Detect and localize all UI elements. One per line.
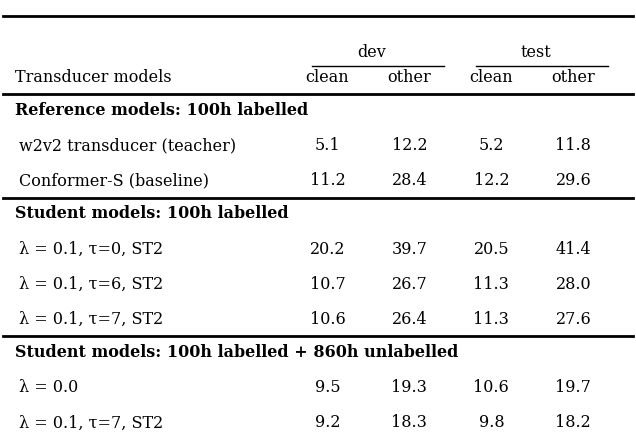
Text: 18.2: 18.2: [555, 414, 591, 431]
Text: 26.4: 26.4: [392, 311, 427, 328]
Text: test: test: [520, 43, 551, 60]
Text: w2v2 transducer (teacher): w2v2 transducer (teacher): [18, 137, 236, 154]
Text: 20.5: 20.5: [474, 240, 509, 258]
Text: 28.0: 28.0: [555, 276, 591, 293]
Text: 9.5: 9.5: [315, 379, 340, 396]
Text: dev: dev: [357, 43, 386, 60]
Text: 10.6: 10.6: [473, 379, 509, 396]
Text: 41.4: 41.4: [555, 240, 591, 258]
Text: λ = 0.1, τ=7, ST2: λ = 0.1, τ=7, ST2: [18, 414, 163, 431]
Text: 11.3: 11.3: [473, 311, 509, 328]
Text: clean: clean: [469, 69, 513, 86]
Text: 9.8: 9.8: [478, 414, 504, 431]
Text: 28.4: 28.4: [392, 173, 427, 189]
Text: clean: clean: [306, 69, 349, 86]
Text: 5.2: 5.2: [479, 137, 504, 154]
Text: 10.7: 10.7: [310, 276, 345, 293]
Text: 12.2: 12.2: [474, 173, 509, 189]
Text: λ = 0.0: λ = 0.0: [18, 379, 78, 396]
Text: Transducer models: Transducer models: [15, 69, 172, 86]
Text: λ = 0.1, τ=6, ST2: λ = 0.1, τ=6, ST2: [18, 276, 163, 293]
Text: 29.6: 29.6: [555, 173, 591, 189]
Text: 26.7: 26.7: [392, 276, 427, 293]
Text: 11.8: 11.8: [555, 137, 591, 154]
Text: 5.1: 5.1: [315, 137, 340, 154]
Text: λ = 0.1, τ=7, ST2: λ = 0.1, τ=7, ST2: [18, 311, 163, 328]
Text: 20.2: 20.2: [310, 240, 345, 258]
Text: 11.2: 11.2: [310, 173, 345, 189]
Text: 19.3: 19.3: [392, 379, 427, 396]
Text: 27.6: 27.6: [555, 311, 591, 328]
Text: other: other: [387, 69, 431, 86]
Text: Reference models: 100h labelled: Reference models: 100h labelled: [15, 102, 308, 119]
Text: Student models: 100h labelled: Student models: 100h labelled: [15, 205, 289, 223]
Text: 9.2: 9.2: [315, 414, 340, 431]
Text: 39.7: 39.7: [392, 240, 427, 258]
Text: 10.6: 10.6: [310, 311, 345, 328]
Text: λ = 0.1, τ=0, ST2: λ = 0.1, τ=0, ST2: [18, 240, 163, 258]
Text: Student models: 100h labelled + 860h unlabelled: Student models: 100h labelled + 860h unl…: [15, 344, 459, 361]
Text: 18.3: 18.3: [392, 414, 427, 431]
Text: 12.2: 12.2: [392, 137, 427, 154]
Text: 11.3: 11.3: [473, 276, 509, 293]
Text: other: other: [551, 69, 595, 86]
Text: Conformer-S (baseline): Conformer-S (baseline): [18, 173, 209, 189]
Text: 19.7: 19.7: [555, 379, 591, 396]
